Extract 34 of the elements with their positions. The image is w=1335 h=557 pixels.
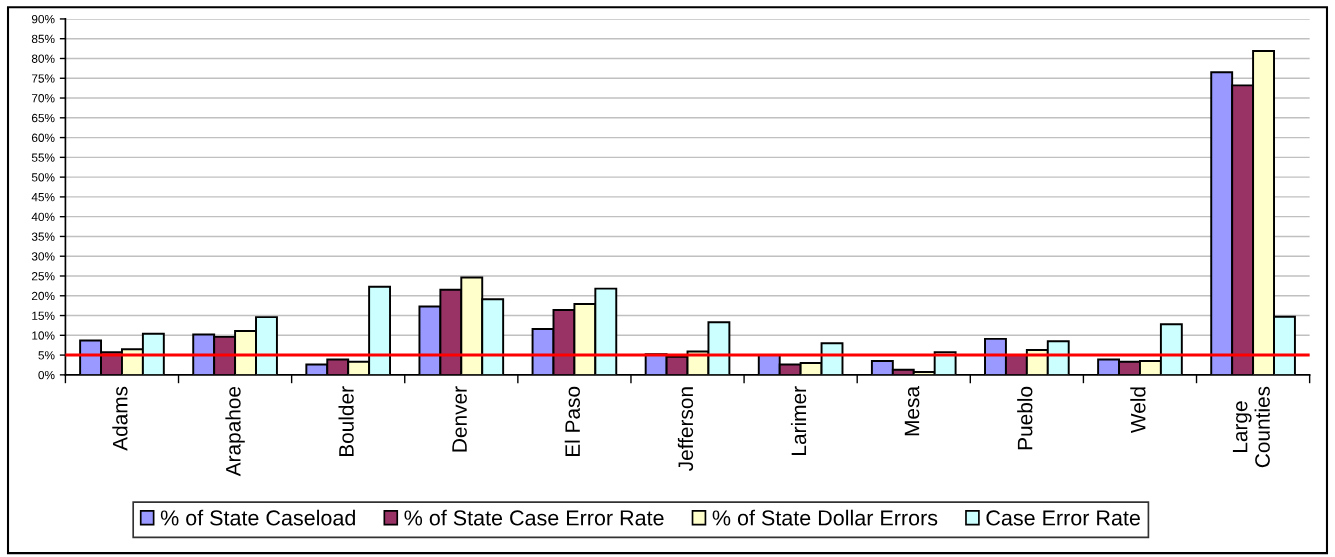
x-tick-label: El Paso bbox=[564, 386, 581, 457]
x-tick-label: Boulder bbox=[338, 386, 354, 457]
y-tick-label: 40% bbox=[31, 212, 55, 222]
legend-label: % of State Caseload bbox=[160, 509, 355, 526]
y-tick-label: 65% bbox=[31, 113, 55, 123]
x-tick-label: Larimer bbox=[790, 386, 807, 455]
y-tick-label: 90% bbox=[31, 14, 55, 24]
x-tick-label: Pueblo bbox=[1017, 386, 1033, 450]
x-tick-label: Arapahoe bbox=[225, 386, 245, 477]
y-tick-label: 70% bbox=[31, 94, 55, 103]
legend-label: % of State Case Error Rate bbox=[404, 509, 664, 526]
y-tick-label: 75% bbox=[31, 74, 55, 83]
x-tick-label: Large Counties bbox=[1232, 386, 1270, 468]
y-tick-label: 50% bbox=[31, 173, 55, 182]
y-tick-label: 80% bbox=[31, 54, 55, 63]
y-tick-label: 30% bbox=[31, 252, 55, 261]
x-tick-label: Adams bbox=[112, 386, 128, 451]
x-tick-label: Denver bbox=[452, 386, 467, 452]
y-tick-label: 25% bbox=[31, 272, 55, 281]
y-tick-label: 85% bbox=[31, 34, 55, 44]
x-tick-label: Jefferson bbox=[677, 387, 694, 471]
y-tick-label: 55% bbox=[31, 153, 55, 162]
y-tick-label: 60% bbox=[31, 133, 55, 142]
y-tick-label: 20% bbox=[31, 291, 55, 301]
legend-label: % of State Dollar Errors bbox=[712, 509, 938, 526]
y-tick-label: 0% bbox=[38, 370, 55, 380]
x-tick-label: Mesa bbox=[904, 385, 920, 436]
y-tick-label: 15% bbox=[32, 311, 55, 320]
legend-label: Case Error Rate bbox=[986, 510, 1140, 526]
y-tick-label: 35% bbox=[31, 232, 55, 241]
y-tick-label: 5% bbox=[38, 351, 55, 360]
y-tick-label: 10% bbox=[32, 331, 55, 340]
x-tick-label: Weld bbox=[1130, 387, 1146, 433]
y-tick-label: 45% bbox=[31, 192, 55, 202]
